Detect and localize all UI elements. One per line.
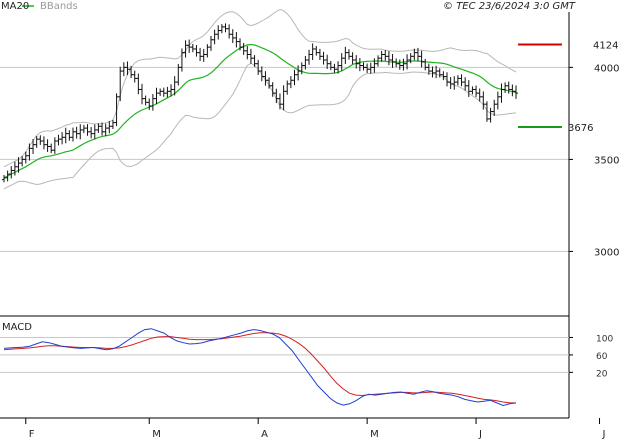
price-bar: [514, 85, 518, 99]
xtick-label-5: J: [602, 429, 606, 440]
price-bars: [2, 23, 518, 183]
moving-average: [3, 43, 517, 179]
macd-ytick-label-60: 60: [596, 352, 608, 362]
xtick-label-1: M: [152, 429, 161, 440]
macd-lines: [3, 328, 517, 407]
macd-line: [3, 328, 517, 407]
macd-signal-line: [3, 332, 516, 404]
bbands-upper: [3, 8, 517, 168]
macd-label: MACD: [2, 322, 32, 333]
main-panel: 4124 3676 4000 3500 3000: [0, 8, 619, 316]
macd-panel: MACD 100 60 20: [0, 322, 613, 407]
source-copyright: © TEC 23/6/2024 3:0 GMT: [443, 1, 576, 12]
xtick-label-0: F: [29, 429, 35, 440]
ytick-label-3500: 3500: [594, 155, 619, 166]
legend-bbands: BBands: [40, 1, 78, 12]
bbands-lower: [3, 62, 517, 190]
main-y-axis: 4000 3500 3000: [569, 63, 619, 258]
ytick-label-4000: 4000: [594, 63, 619, 74]
main-plot-area: [0, 12, 569, 316]
macd-y-axis: 100 60 20: [569, 334, 613, 379]
bollinger-bands: [3, 8, 517, 190]
macd-gridlines: [0, 336, 569, 373]
macd-ytick-label-100: 100: [596, 334, 613, 344]
main-gridlines: [0, 66, 569, 252]
ytick-label-3000: 3000: [594, 247, 619, 258]
ma20-line: [3, 43, 517, 179]
macd-ytick-label-20: 20: [596, 369, 608, 379]
support-resistance: 4124 3676: [518, 41, 618, 134]
xtick-label-3: M: [370, 429, 379, 440]
xtick-label-4: J: [478, 429, 482, 440]
xtick-label-2: A: [261, 429, 268, 440]
legend-ma: MA20: [1, 1, 29, 12]
support-label: 3676: [568, 123, 593, 134]
header-bar: [0, 0, 627, 12]
resistance-label: 4124: [593, 41, 618, 52]
